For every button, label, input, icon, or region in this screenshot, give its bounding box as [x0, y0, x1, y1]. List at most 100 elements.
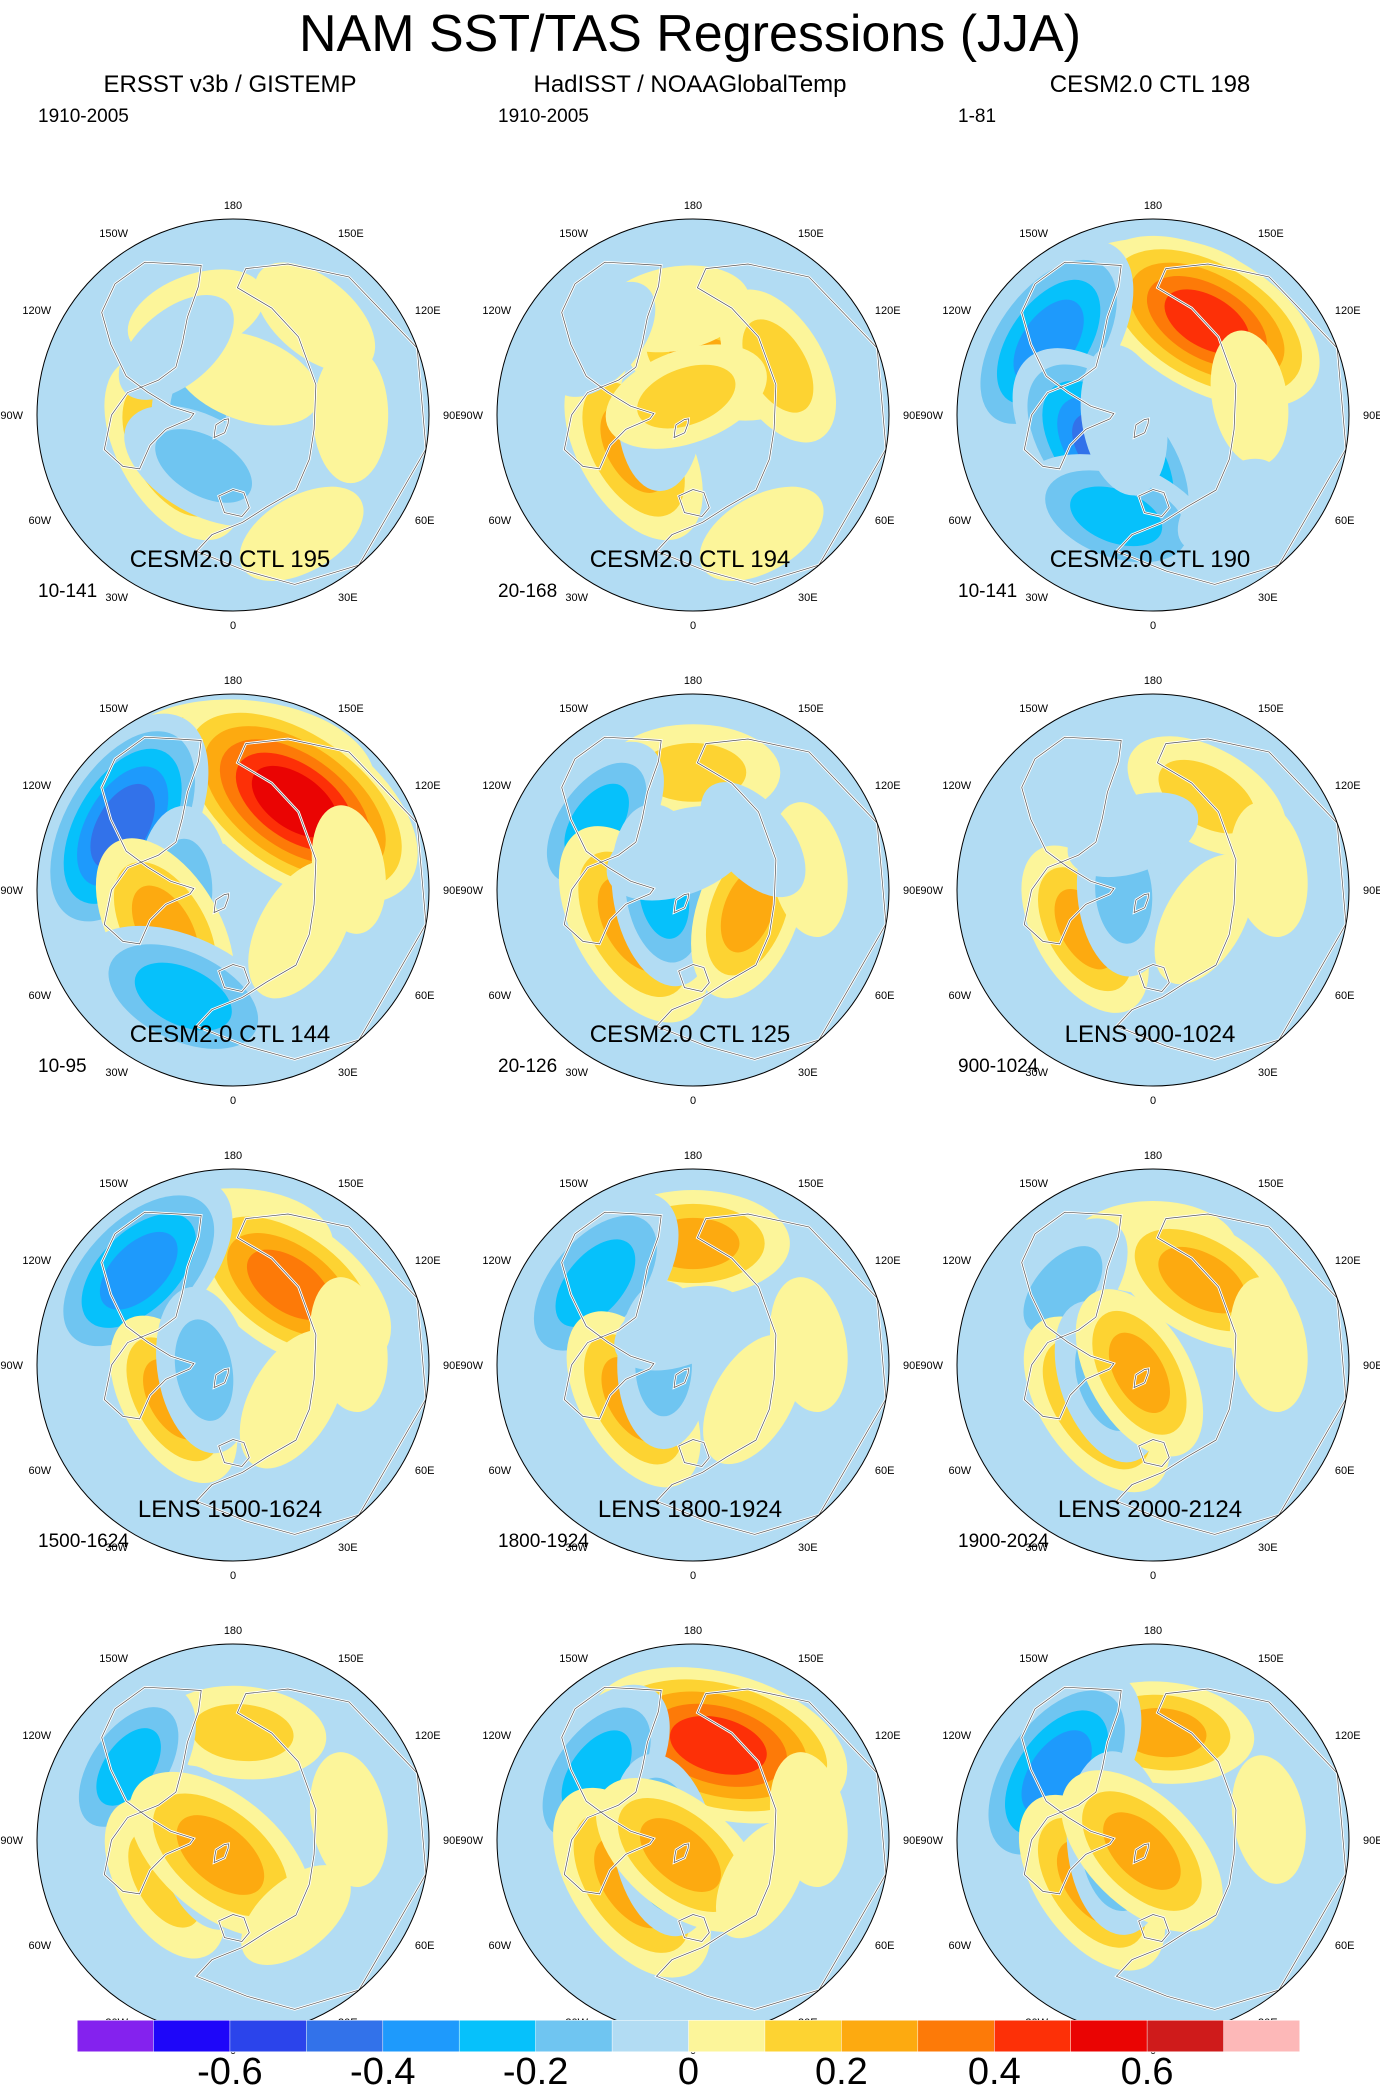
longitude-label: 120E — [1335, 780, 1361, 792]
coastline — [655, 1213, 887, 1535]
anomaly-contour — [96, 1728, 161, 1806]
longitude-label: 30E — [1258, 1542, 1278, 1554]
longitude-label: 60W — [28, 515, 51, 527]
panel-year-range: 20-126 — [498, 1056, 558, 1077]
coastline — [195, 263, 427, 585]
map-border — [956, 1168, 1350, 1562]
map-panels: 180 150E 120E 90E 60E 30E 0 30W 60W 90W 120W 150W ER… — [0, 70, 1380, 2055]
anomaly-contour — [1080, 344, 1168, 496]
coastline — [101, 1211, 202, 1420]
longitude-label: 120W — [22, 1730, 51, 1742]
anomaly-contour — [637, 364, 736, 429]
colorbar-box — [229, 2020, 308, 2053]
anomaly-contour — [614, 1285, 745, 1371]
map-panel: 180 150E 120E 90E 60E 30E 0 30W 60W 90W 120W 150W CE… — [920, 545, 1380, 1105]
panel-title: ERSST v3b / GISTEMP — [103, 71, 357, 98]
longitude-label: 150W — [1019, 1653, 1048, 1665]
longitude-label: 90E — [903, 1835, 920, 1847]
anomaly-contour — [311, 805, 386, 934]
longitude-label: 60E — [1335, 990, 1355, 1002]
coastline — [1138, 1914, 1170, 1942]
longitude-label: 0 — [690, 620, 696, 630]
longitude-label: 150W — [1019, 228, 1048, 240]
longitude-label: 120W — [22, 780, 51, 792]
colorbar-box — [458, 2020, 537, 2053]
coastline — [561, 261, 662, 470]
coastline — [1133, 893, 1149, 914]
longitude-label: 30W — [1025, 1067, 1048, 1079]
longitude-label: 120W — [482, 305, 511, 317]
longitude-label: 30W — [105, 1067, 128, 1079]
longitude-label: 30E — [798, 1542, 818, 1554]
longitude-label: 90W — [460, 1360, 483, 1372]
anomaly-contour — [1023, 1246, 1103, 1333]
anomaly-contour — [1067, 792, 1199, 878]
coastline — [1138, 1439, 1170, 1467]
longitude-label: 150E — [338, 1653, 364, 1665]
panel-year-range: 1910-2005 — [498, 106, 589, 127]
longitude-label: 60E — [1335, 1940, 1355, 1952]
anomaly-contour — [1158, 1246, 1246, 1314]
anomaly-contour — [246, 1249, 332, 1320]
coastline — [1115, 1213, 1347, 1535]
colorbar-tick-label: -0.6 — [197, 2051, 262, 2087]
coastline — [213, 1368, 229, 1389]
coastline — [195, 1688, 427, 2010]
coastline — [673, 1843, 689, 1864]
longitude-label: 180 — [684, 675, 702, 687]
coastline — [1115, 738, 1347, 1060]
longitude-label: 90E — [1363, 1360, 1380, 1372]
map-panel: 180 150E 120E 90E 60E 30E 0 30W 60W 90W 120W 150W ER… — [0, 70, 460, 630]
longitude-label: 120W — [942, 1255, 971, 1267]
longitude-label: 150E — [798, 1178, 824, 1190]
map-border — [496, 218, 890, 612]
longitude-label: 30W — [1025, 592, 1048, 604]
colorbar: -0.6 -0.4 -0.2 0 0.2 0.4 0.6 — [76, 2020, 1301, 2087]
longitude-label: 150W — [99, 1178, 128, 1190]
coastline — [1138, 964, 1170, 992]
longitude-label: 150W — [99, 228, 128, 240]
panel-year-range: 10-141 — [38, 581, 98, 602]
longitude-label: 120W — [942, 780, 971, 792]
panel-title: CESM2.0 CTL 195 — [129, 546, 331, 573]
colorbar-tick-label: 0.4 — [968, 2051, 1021, 2087]
longitude-label: 60W — [488, 1465, 511, 1477]
map-border — [36, 693, 430, 1087]
coastline — [655, 1688, 887, 2010]
map-border — [496, 1168, 890, 1562]
longitude-label: 90W — [920, 1835, 943, 1847]
longitude-label: 120E — [415, 1255, 441, 1267]
panel-year-range: 1500-1624 — [38, 1531, 129, 1552]
coastline — [561, 1686, 662, 1895]
anomaly-contour — [1021, 1730, 1092, 1815]
longitude-label: 0 — [230, 1095, 236, 1105]
panel-year-range: 10-95 — [38, 1056, 87, 1077]
colorbar-tick-label: 0.6 — [1121, 2051, 1174, 2087]
longitude-label: 120W — [482, 1255, 511, 1267]
longitude-label: 120E — [415, 780, 441, 792]
panel-title: HadISST / NOAAGlobalTemp — [533, 71, 847, 98]
longitude-label: 150E — [338, 228, 364, 240]
longitude-label: 90E — [443, 1835, 460, 1847]
longitude-label: 30E — [1258, 1067, 1278, 1079]
longitude-label: 60E — [415, 990, 435, 1002]
panel-title: LENS 1500-1624 — [137, 1496, 323, 1523]
longitude-label: 150E — [338, 1178, 364, 1190]
longitude-label: 150E — [1258, 703, 1284, 715]
anomaly-contour — [700, 782, 806, 898]
longitude-label: 150W — [99, 703, 128, 715]
panel-title: CESM2.0 CTL 194 — [589, 546, 791, 573]
longitude-label: 60E — [875, 1940, 895, 1952]
panel-title: CESM2.0 CTL 198 — [1049, 71, 1251, 98]
anomaly-contour — [715, 1820, 806, 1939]
panel-year-range: 10-141 — [958, 581, 1018, 602]
coastline — [101, 261, 202, 470]
panel-year-range: 1900-2024 — [958, 1531, 1049, 1552]
colorbar-box — [764, 2020, 843, 2053]
longitude-label: 0 — [230, 1570, 236, 1580]
longitude-label: 150W — [559, 1178, 588, 1190]
